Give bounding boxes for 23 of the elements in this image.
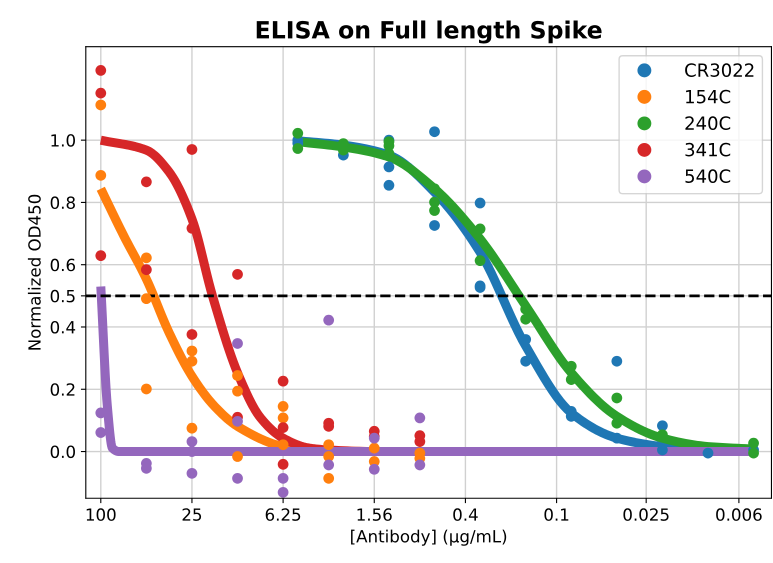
x-tick-label: 100 [86,508,116,521]
y-axis-title: Normalized OD450 [28,194,41,350]
x-tick-label: 0.006 [716,508,762,521]
y-tick-label: 0.2 [50,383,74,396]
y-tick-label: 1.0 [51,134,75,147]
x-tick-label: 25 [182,508,202,521]
y-tick-label: 0.4 [50,320,76,334]
legend-label: 540C [685,169,730,183]
x-tick-label: 0.025 [623,508,669,521]
x-tick-label: 1.56 [358,508,392,521]
legend-label: 154C [686,90,730,104]
y-tick-label: 0.0 [50,446,75,458]
x-tick-label: 0.4 [453,508,478,521]
chart-title: ELISA on Full length Spike [256,20,602,44]
legend-label: 341C [685,142,730,156]
legend-label: CR3022 [685,63,754,77]
x-tick-label: 6.25 [266,508,300,521]
y-tick-label: 0.8 [50,196,75,209]
x-axis-title: [Antibody] (µg/mL) [351,530,506,546]
x-tick-label: 0.1 [544,508,568,521]
legend-label: 240C [685,116,730,130]
y-tick-label: 0.6 [50,258,76,272]
y-tick-label: 0.5 [50,290,75,302]
